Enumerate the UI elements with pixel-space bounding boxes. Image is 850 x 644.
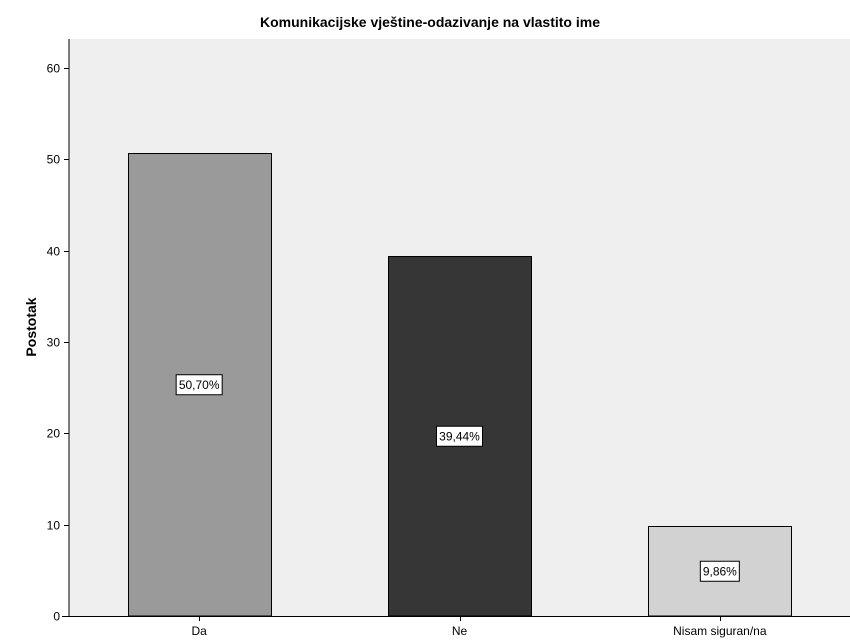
y-axis: 0 10 20 30 40 50 60 <box>47 39 70 624</box>
y-tick-label: 20 <box>47 427 61 441</box>
data-label-box <box>436 425 483 447</box>
data-label-box <box>175 374 223 396</box>
chart-title: Komunikacijske vještine-odazivanje na vl… <box>260 14 600 30</box>
y-tick-label: 50 <box>47 153 61 167</box>
y-tick-label: 10 <box>47 519 61 533</box>
x-category-label: Da <box>191 624 207 638</box>
data-label: 50,70% <box>179 378 220 392</box>
data-label-box <box>699 560 740 582</box>
y-tick-label: 0 <box>53 610 60 624</box>
x-category-label: Ne <box>452 624 468 638</box>
y-tick-label: 60 <box>47 62 61 76</box>
x-axis: Da Ne Nisam siguran/na <box>62 616 850 638</box>
data-label: 39,44% <box>439 429 480 443</box>
data-label: 9,86% <box>703 564 737 578</box>
bars-group: 50,70% 39,44% 9,86% <box>128 153 792 617</box>
y-tick-label: 30 <box>47 336 61 350</box>
y-tick-label: 40 <box>47 245 61 259</box>
y-axis-title: Postotak <box>23 297 39 356</box>
x-category-label: Nisam siguran/na <box>673 624 767 638</box>
